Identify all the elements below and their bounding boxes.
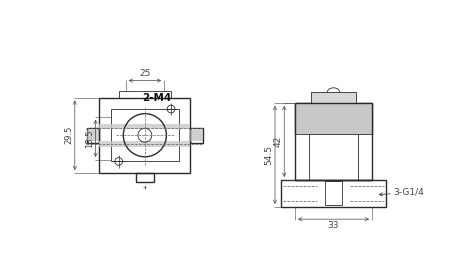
Bar <box>295 103 372 134</box>
Bar <box>100 124 190 129</box>
Bar <box>100 97 190 173</box>
Bar <box>100 141 190 147</box>
Bar <box>325 181 342 205</box>
Bar <box>295 103 372 180</box>
Text: 42: 42 <box>274 136 283 147</box>
Bar <box>87 128 100 143</box>
Text: 3-G1/4: 3-G1/4 <box>394 188 424 197</box>
Bar <box>311 92 356 103</box>
Text: 54.5: 54.5 <box>264 145 273 165</box>
Bar <box>135 173 154 182</box>
Bar <box>111 109 179 161</box>
Text: 25: 25 <box>139 69 151 78</box>
Bar <box>190 128 202 143</box>
Bar <box>118 91 171 97</box>
Text: 29.5: 29.5 <box>64 126 73 144</box>
Bar <box>281 180 386 207</box>
Text: 33: 33 <box>328 221 339 230</box>
Text: 2-M4: 2-M4 <box>143 93 172 103</box>
Bar <box>87 130 100 141</box>
Text: 18.5: 18.5 <box>85 129 94 148</box>
Bar <box>190 130 202 141</box>
